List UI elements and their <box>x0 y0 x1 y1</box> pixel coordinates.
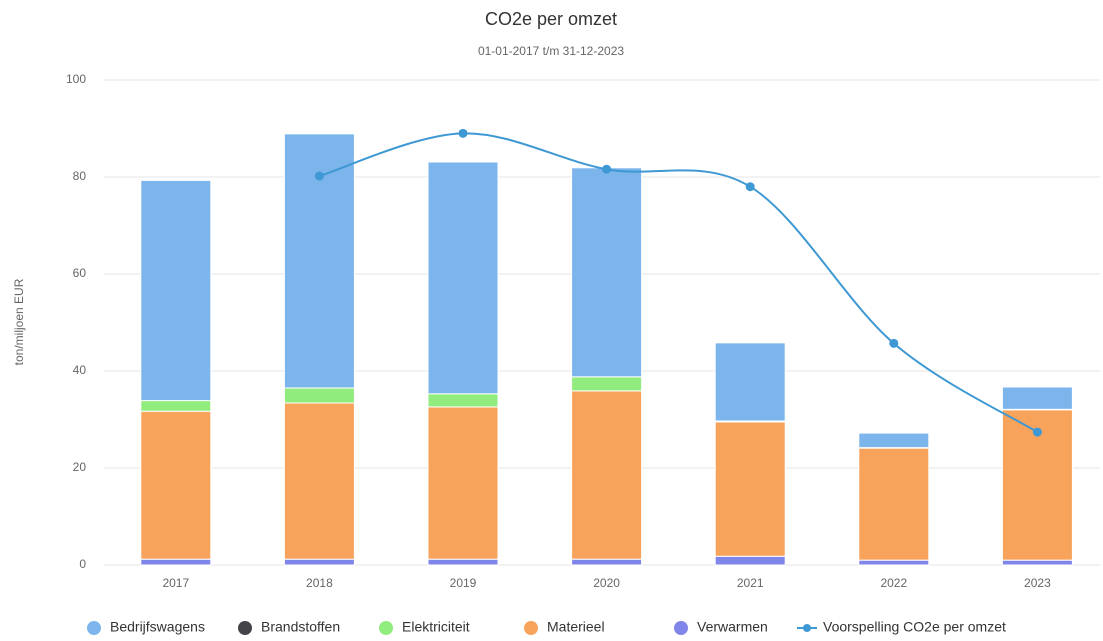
forecast-marker <box>745 182 755 192</box>
y-axis-title: ton/miljoen EUR <box>12 278 26 365</box>
legend-symbol <box>524 621 538 635</box>
x-tick-label: 2020 <box>593 576 620 590</box>
legend-item: Materieel <box>524 619 605 635</box>
bar-segment <box>571 558 643 566</box>
bar-segment <box>427 393 499 408</box>
bar-segment <box>571 390 643 560</box>
bar-segment <box>714 421 786 557</box>
bar-segment <box>858 559 930 566</box>
bar-segment <box>140 179 212 402</box>
bar-segment <box>283 402 355 560</box>
forecast-marker <box>458 128 468 138</box>
legend-label: Bedrijfswagens <box>110 619 205 635</box>
y-tick-label: 100 <box>66 72 86 86</box>
legend-item: Brandstoffen <box>238 619 340 635</box>
legend-symbol <box>379 621 393 635</box>
x-tick-label: 2017 <box>162 576 189 590</box>
legend-symbol <box>87 621 101 635</box>
bar-segment <box>140 558 212 566</box>
y-tick-label: 80 <box>73 169 87 183</box>
legend-label: Materieel <box>547 619 605 635</box>
bar-segment <box>1001 559 1073 566</box>
bar-segment <box>427 406 499 560</box>
bar-segment <box>140 410 212 560</box>
legend-label: Brandstoffen <box>261 619 340 635</box>
x-tick-label: 2023 <box>1024 576 1051 590</box>
x-tick-label: 2018 <box>306 576 333 590</box>
chart-title: CO2e per omzet <box>485 9 617 29</box>
bar-segment <box>1001 386 1073 410</box>
legend-symbol <box>803 624 811 632</box>
bar-segment <box>427 558 499 566</box>
forecast-marker <box>1032 427 1042 437</box>
chart-subtitle: 01-01-2017 t/m 31-12-2023 <box>478 44 624 58</box>
bar-segment <box>283 558 355 566</box>
x-tick-label: 2022 <box>880 576 907 590</box>
bar-segment <box>140 400 212 412</box>
forecast-marker <box>314 171 324 181</box>
legend-symbol <box>674 621 688 635</box>
bar-segment <box>714 342 786 422</box>
legend-item: Bedrijfswagens <box>87 619 205 635</box>
y-tick-label: 0 <box>79 557 86 571</box>
x-tick-label: 2019 <box>450 576 477 590</box>
legend-label: Elektriciteit <box>402 619 470 635</box>
legend-label: Voorspelling CO2e per omzet <box>823 619 1006 635</box>
bar-segment <box>858 432 930 449</box>
forecast-marker <box>602 164 612 174</box>
legend-symbol <box>238 621 252 635</box>
bar-segment <box>571 376 643 392</box>
bar-segment <box>427 161 499 395</box>
y-tick-label: 60 <box>73 266 87 280</box>
legend-item: Elektriciteit <box>379 619 470 635</box>
bar-segment <box>858 447 930 561</box>
y-tick-label: 20 <box>73 460 87 474</box>
legend-item: Voorspelling CO2e per omzet <box>797 619 1006 635</box>
bar-segment <box>571 167 643 378</box>
y-tick-label: 40 <box>73 363 87 377</box>
forecast-marker <box>889 338 899 348</box>
bar-segment <box>714 555 786 566</box>
forecast-line <box>319 132 1038 433</box>
bar-segment <box>283 387 355 404</box>
legend-item: Verwarmen <box>674 619 768 635</box>
x-tick-label: 2021 <box>737 576 764 590</box>
legend-label: Verwarmen <box>697 619 768 635</box>
